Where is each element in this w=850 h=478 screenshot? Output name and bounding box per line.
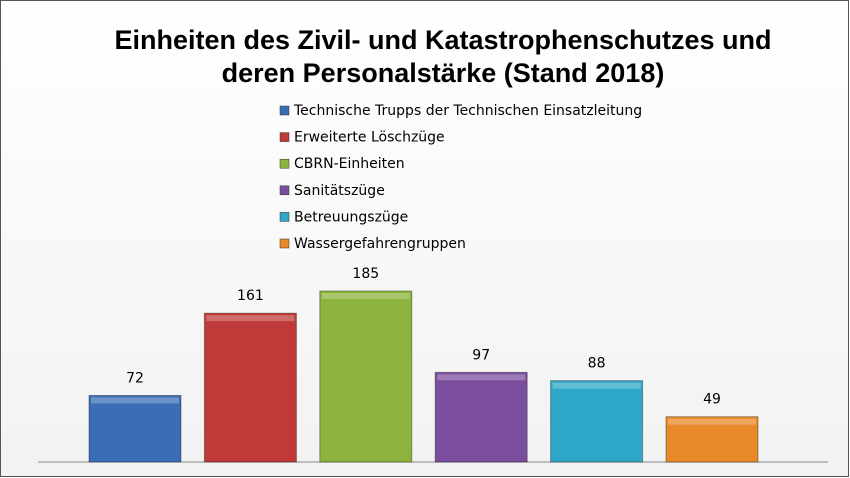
value-label: 49 — [703, 392, 721, 408]
bar-highlight — [91, 397, 179, 404]
legend-text: Betreuungszüge — [294, 209, 408, 225]
legend-swatch — [279, 158, 290, 169]
legend-text: CBRN-Einheiten — [294, 156, 405, 172]
legend-swatch — [279, 238, 290, 249]
legend-text: Wassergefahrengruppen — [294, 236, 466, 252]
bar — [319, 290, 413, 463]
value-label: 161 — [237, 288, 264, 304]
bar-highlight — [206, 315, 295, 322]
chart-title: Einheiten des Zivil- und Katastrophensch… — [114, 25, 771, 55]
legend-swatch — [279, 185, 290, 196]
bar — [88, 394, 182, 463]
bar — [550, 380, 644, 463]
bar — [434, 371, 528, 463]
bar — [665, 416, 759, 463]
legend-swatch — [279, 212, 290, 222]
legend-text: Technische Trupps der Technischen Einsat… — [293, 103, 642, 119]
value-label: 72 — [126, 370, 144, 386]
bar-highlight — [668, 418, 756, 425]
legend-swatch — [279, 132, 290, 142]
bar — [203, 312, 297, 463]
bar-highlight — [552, 382, 641, 389]
chart-title: deren Personalstärke (Stand 2018) — [222, 58, 665, 88]
value-label: 97 — [472, 347, 490, 363]
legend-swatch — [279, 105, 290, 116]
bar-highlight — [321, 293, 410, 299]
value-label: 88 — [588, 356, 606, 372]
bar-highlight — [437, 374, 526, 381]
legend-text: Sanitätszüge — [294, 183, 385, 199]
legend-text: Erweiterte Löschzüge — [294, 130, 445, 146]
value-label: 185 — [352, 266, 379, 282]
